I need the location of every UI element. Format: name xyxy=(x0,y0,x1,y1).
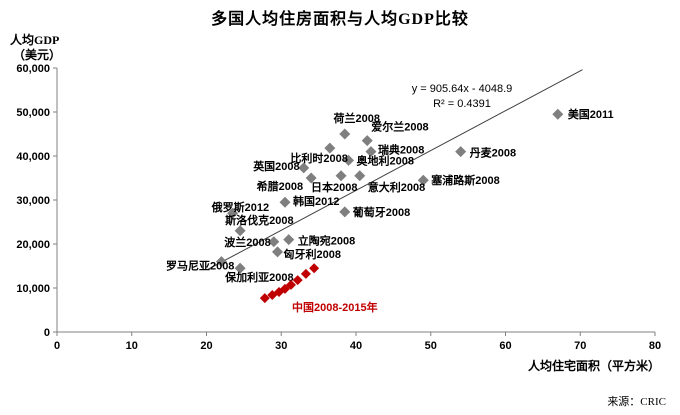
point-label-荷兰2008: 荷兰2008 xyxy=(333,111,380,125)
point-label-比利时2008: 比利时2008 xyxy=(290,151,347,165)
point-label-日本2008: 日本2008 xyxy=(311,180,357,194)
data-point-俄罗斯2012 xyxy=(227,207,239,219)
point-label-意大利2008: 意大利2008 xyxy=(368,180,425,194)
data-point-英国2008 xyxy=(298,162,310,174)
chart-title: 多国人均住房面积与人均GDP比较 xyxy=(211,11,469,28)
data-point-china-2014 xyxy=(300,268,311,279)
y-axis-tick-label: 30,000 xyxy=(16,195,50,207)
point-label-罗马尼亚2008: 罗马尼亚2008 xyxy=(166,260,234,273)
data-point-丹麦2008 xyxy=(455,146,467,158)
data-point-塞浦路斯2008 xyxy=(417,174,429,186)
data-point-斯洛伐克2008 xyxy=(234,225,246,237)
point-label-希腊2008: 希腊2008 xyxy=(256,179,303,193)
data-point-爱尔兰2008 xyxy=(361,135,373,147)
point-label-美国2011: 美国2011 xyxy=(568,107,614,121)
data-point-china-2015 xyxy=(309,263,320,274)
point-label-丹麦2008: 丹麦2008 xyxy=(470,146,516,160)
y-axis-title-line2: （美元） xyxy=(13,48,62,62)
y-axis-tick-label: 60,000 xyxy=(16,63,50,75)
data-point-日本2008 xyxy=(335,170,347,182)
data-point-匈牙利2008 xyxy=(272,246,284,258)
data-point-美国2011 xyxy=(552,108,564,120)
data-point-china-2008 xyxy=(259,293,270,304)
x-axis-tick-label: 80 xyxy=(649,340,661,352)
point-label-爱尔兰2008: 爱尔兰2008 xyxy=(371,120,428,134)
x-axis-tick-label: 0 xyxy=(54,340,60,352)
point-label-英国2008: 英国2008 xyxy=(252,159,299,173)
point-label-俄罗斯2012: 俄罗斯2012 xyxy=(211,200,269,214)
point-label-塞浦路斯2008: 塞浦路斯2008 xyxy=(430,173,499,187)
data-point-瑞典2008 xyxy=(365,146,377,158)
point-label-瑞典2008: 瑞典2008 xyxy=(378,143,424,157)
point-label-立陶宛2008: 立陶宛2008 xyxy=(298,234,355,248)
point-label-保加利亚2008: 保加利亚2008 xyxy=(224,270,293,284)
trendline xyxy=(207,69,583,270)
x-axis-tick-label: 60 xyxy=(499,340,511,352)
trendline-equation: y = 905.64x - 4048.9 xyxy=(412,83,513,95)
x-axis-tick-label: 20 xyxy=(200,340,212,352)
point-label-波兰2008: 波兰2008 xyxy=(224,235,270,249)
x-axis-tick-label: 40 xyxy=(350,340,362,352)
data-point-china-2013 xyxy=(292,275,303,286)
x-axis-tick-label: 70 xyxy=(574,340,586,352)
data-point-比利时2008 xyxy=(324,142,336,154)
x-axis-tick-label: 30 xyxy=(275,340,287,352)
point-label-韩国2012: 韩国2012 xyxy=(293,194,339,208)
y-axis-title-line1: 人均GDP xyxy=(10,33,60,47)
data-point-立陶宛2008 xyxy=(283,234,295,246)
y-axis-tick-label: 50,000 xyxy=(16,107,50,119)
data-point-china-2012 xyxy=(285,279,296,290)
data-point-波兰2008 xyxy=(268,236,280,248)
point-label-奥地利2008: 奥地利2008 xyxy=(356,153,414,167)
y-axis-title: 人均GDP （美元） xyxy=(10,33,61,63)
data-point-希腊2008 xyxy=(305,172,317,184)
x-axis-tick-label: 50 xyxy=(425,340,437,352)
point-label-葡萄牙2008: 葡萄牙2008 xyxy=(352,205,410,219)
y-axis-tick-label: 10,000 xyxy=(16,283,50,295)
x-axis-title: 人均住宅面积（平方米） xyxy=(527,359,660,373)
data-point-罗马尼亚2008 xyxy=(215,256,227,268)
y-axis-tick-label: 0 xyxy=(44,327,50,339)
data-point-意大利2008 xyxy=(354,170,366,182)
x-axis-tick-label: 10 xyxy=(126,340,138,352)
point-label-匈牙利2008: 匈牙利2008 xyxy=(284,247,341,261)
y-axis-tick-label: 40,000 xyxy=(16,151,50,163)
data-point-奥地利2008 xyxy=(343,154,355,166)
data-point-荷兰2008 xyxy=(339,128,351,140)
data-point-韩国2012 xyxy=(279,196,291,208)
source-note: 来源：CRIC xyxy=(607,396,666,408)
china-series-label: 中国2008-2015年 xyxy=(292,300,378,314)
data-point-葡萄牙2008 xyxy=(339,206,351,218)
y-axis-tick-label: 20,000 xyxy=(16,239,50,251)
point-label-斯洛伐克2008: 斯洛伐克2008 xyxy=(225,213,293,227)
trendline-r-squared: R² = 0.4391 xyxy=(433,98,491,110)
data-point-保加利亚2008 xyxy=(234,262,246,274)
